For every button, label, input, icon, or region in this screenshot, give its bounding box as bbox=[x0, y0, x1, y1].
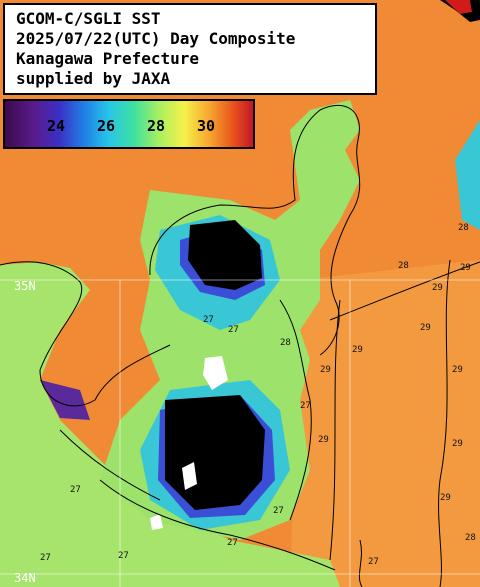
contour-label: 27 bbox=[118, 551, 129, 561]
land-sagami-shadow bbox=[165, 395, 265, 510]
contour-label: 28 bbox=[458, 223, 469, 233]
cloud-patch-2 bbox=[182, 462, 197, 490]
contour-label: 29 bbox=[460, 263, 471, 273]
contour-label: 29 bbox=[452, 439, 463, 449]
contour-label: 29 bbox=[452, 365, 463, 375]
cool-sea-right bbox=[455, 120, 480, 230]
lat-label-35n: 35N bbox=[14, 279, 36, 293]
contour-label: 27 bbox=[368, 557, 379, 567]
colorbar-tick-30: 30 bbox=[197, 117, 215, 135]
contour-label-group: 29 29 28 29 27 29 28 27 27 29 29 29 27 27 27 27 28 29 28 27… bbox=[40, 223, 476, 567]
colorbar bbox=[3, 99, 255, 149]
contour-lines bbox=[0, 105, 480, 587]
contour-label: 27 bbox=[228, 325, 239, 335]
cloud-patch-3 bbox=[150, 514, 163, 530]
contour-label: 29 bbox=[440, 493, 451, 503]
hot-spot-top-right bbox=[445, 0, 472, 14]
contour-label: 27 bbox=[227, 538, 238, 548]
land-bay-head bbox=[188, 220, 262, 290]
title-box bbox=[3, 3, 377, 95]
contour-label: 27 bbox=[203, 315, 214, 325]
contour-label: 27 bbox=[40, 553, 51, 563]
warm-sea-patch bbox=[290, 260, 480, 587]
title-line-2: 2025/07/22(UTC) Day Composite bbox=[16, 29, 295, 48]
contour-label: 29 bbox=[420, 323, 431, 333]
contour-label: 29 bbox=[318, 435, 329, 445]
colorbar-tick-24: 24 bbox=[47, 117, 65, 135]
contour-label: 27 bbox=[300, 401, 311, 411]
title-line-3: Kanagawa Prefecture bbox=[16, 49, 199, 68]
contour-label: 29 bbox=[352, 345, 363, 355]
very-cold-patch bbox=[40, 380, 90, 420]
contour-label: 29 bbox=[320, 365, 331, 375]
grid-lines bbox=[0, 279, 480, 587]
colorbar-tick-28: 28 bbox=[147, 117, 165, 135]
contour-label: 28 bbox=[280, 338, 291, 348]
contour-label: 29 bbox=[432, 283, 443, 293]
colorbar-tick-26: 26 bbox=[97, 117, 115, 135]
shelf-water-west bbox=[0, 262, 340, 587]
contour-label: 27 bbox=[70, 485, 81, 495]
lat-label-34n: 34N bbox=[14, 571, 36, 585]
contour-label: 27 bbox=[273, 506, 284, 516]
contour-label: 28 bbox=[398, 261, 409, 271]
title-line-1: GCOM-C/SGLI SST bbox=[16, 9, 161, 28]
contour-label: 28 bbox=[465, 533, 476, 543]
title-line-4: supplied by JAXA bbox=[16, 69, 170, 88]
cloud-patch-1 bbox=[203, 356, 228, 390]
